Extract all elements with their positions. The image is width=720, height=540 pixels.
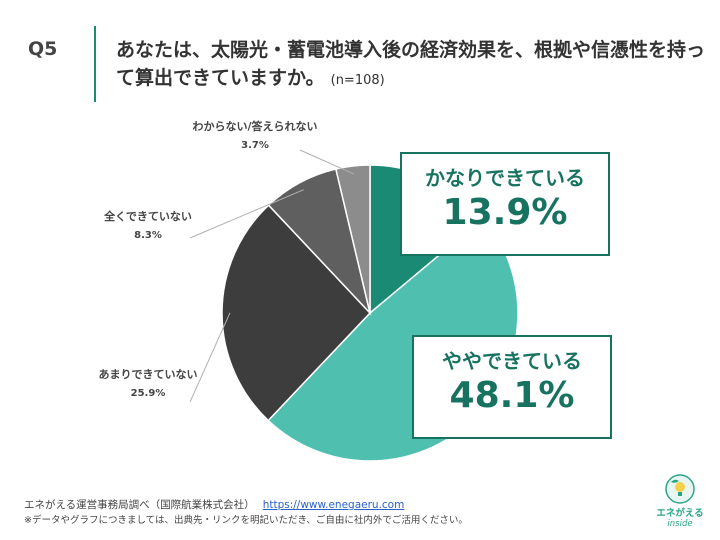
leader-line-mattaku [189,189,304,239]
logo: エネがえる inside [652,474,708,529]
footer-source-line: エネがえる運営事務局調べ（国際航業株式会社） https://www.enegae… [24,497,468,513]
logo-sub: inside [667,519,693,529]
callout-kanari-label: かなりできている [425,166,585,190]
footer-source: エネがえる運営事務局調べ（国際航業株式会社） [24,499,255,511]
leader-line-amari [189,312,231,403]
header-divider [94,26,96,102]
side-label-mattaku: 全くできていない [103,209,192,223]
leader-line-wakaranai [299,149,354,175]
footer-note: ※データやグラフにつきましては、出典先・リンクを明記いただき、ご自由に社内外でご… [24,515,468,526]
footer: エネがえる運営事務局調べ（国際航業株式会社） https://www.enegae… [24,497,468,529]
callout-yaya-label: ややできている [442,349,582,373]
callout-kanari-value: 13.9% [442,192,568,233]
callout-kanari: かなりできている 13.9% [400,152,610,256]
question-text: あなたは、太陽光・蓄電池導入後の経済効果を、根拠や信憑性を持って算出できています… [116,36,706,95]
question-body: あなたは、太陽光・蓄電池導入後の経済効果を、根拠や信憑性を持って算出できています… [116,39,706,89]
side-value-mattaku: 8.3% [134,230,162,241]
question-number: Q5 [28,38,58,60]
sample-size: (n=108) [330,73,385,88]
pie-slice-5 [334,164,371,314]
callout-yaya: ややできている 48.1% [412,335,612,439]
side-label-wakaranai: わからない/答えられない [192,119,317,133]
footer-link[interactable]: https://www.enegaeru.com [262,499,405,511]
side-value-wakaranai: 3.7% [241,140,269,151]
side-label-amari: あまりできていない [99,368,198,381]
side-value-amari: 25.9% [131,388,166,399]
leaf-bulb-icon [665,474,695,504]
callout-yaya-value: 48.1% [449,375,575,416]
pie-slice-3 [221,204,372,422]
logo-name: エネがえる [656,508,704,519]
